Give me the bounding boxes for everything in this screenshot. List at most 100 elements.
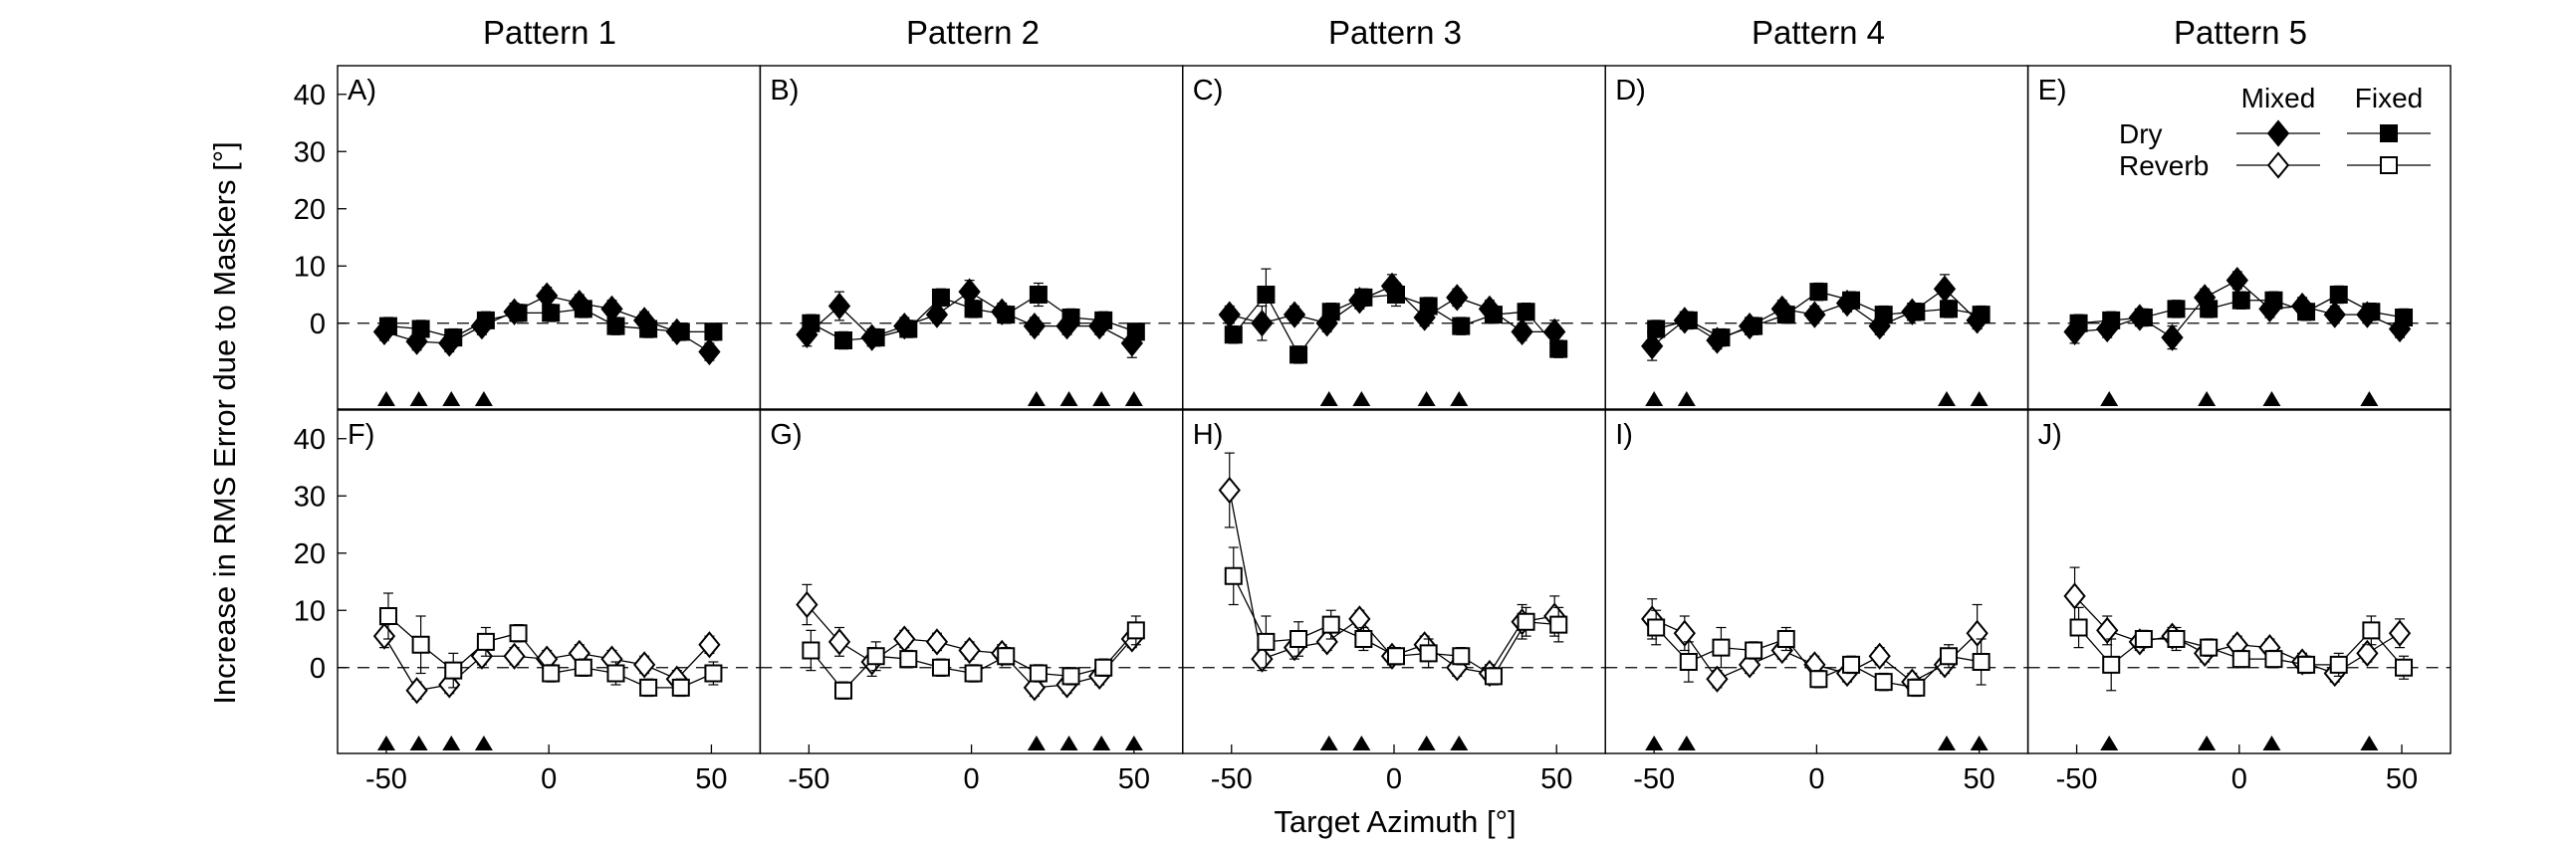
data-point: [1550, 341, 1566, 357]
data-point: [933, 290, 949, 306]
panel-frame: [1183, 66, 1605, 409]
panel-label: B): [770, 75, 799, 106]
data-point: [868, 648, 884, 664]
legend-marker-mixed: [2268, 121, 2288, 145]
masker-triangle: [1678, 736, 1696, 750]
data-point: [1388, 648, 1404, 664]
data-point: [1681, 313, 1697, 328]
data-point: [1388, 287, 1404, 303]
masker-triangle: [1450, 391, 1468, 406]
column-title-3: Pattern 3: [1328, 14, 1462, 51]
data-point: [868, 329, 884, 345]
panel-label: E): [2038, 75, 2067, 106]
masker-triangle: [2100, 391, 2118, 406]
data-point: [966, 301, 982, 317]
legend-marker-fixed: [2381, 125, 2397, 141]
data-point: [1876, 674, 1892, 690]
series-fixed: [380, 301, 721, 346]
x-tick-label: -50: [365, 763, 407, 795]
data-point: [1843, 657, 1859, 673]
data-point: [505, 644, 525, 668]
masker-triangle: [1971, 736, 1989, 750]
data-point: [445, 329, 461, 345]
x-tick-label: -50: [1211, 763, 1253, 795]
data-point: [2103, 657, 2119, 673]
data-point: [1550, 617, 1566, 633]
panel-j: J)-50 0 50: [2028, 410, 2451, 795]
data-point: [1974, 307, 1990, 322]
data-point: [1447, 286, 1467, 310]
data-point: [2331, 287, 2347, 303]
masker-triangle: [1352, 391, 1370, 406]
masker-triangle: [442, 736, 460, 750]
masker-triangle: [1352, 736, 1370, 750]
data-point: [700, 633, 720, 657]
masker-triangle: [410, 736, 428, 750]
masker-triangle: [1125, 736, 1143, 750]
data-point: [2233, 293, 2249, 309]
masker-triangle: [2262, 391, 2280, 406]
series-mixed: [1220, 274, 1564, 343]
column-title-1: Pattern 1: [483, 14, 616, 51]
legend-label-dry: Dry: [2119, 118, 2163, 149]
masker-triangle: [2198, 391, 2216, 406]
data-point: [1220, 479, 1240, 503]
data-point: [2233, 651, 2249, 667]
data-point: [2201, 301, 2217, 317]
masker-triangle: [1645, 736, 1663, 750]
panel-e: E): [2028, 66, 2451, 409]
data-point: [511, 305, 527, 320]
data-point: [998, 307, 1014, 322]
data-point: [673, 680, 689, 696]
data-point: [673, 323, 689, 339]
panel-b: B): [760, 66, 1182, 409]
masker-triangle: [1125, 391, 1143, 406]
masker-triangle: [1418, 391, 1436, 406]
y-tick-label: 30: [294, 481, 326, 513]
data-point: [829, 295, 849, 318]
data-point: [1253, 312, 1273, 335]
panel-frame: [760, 410, 1182, 753]
masker-triangle: [475, 736, 493, 750]
data-point: [607, 666, 623, 682]
data-point: [1226, 568, 1242, 584]
masker-triangle: [1320, 736, 1338, 750]
data-point: [927, 630, 947, 654]
data-point: [2265, 293, 2281, 309]
panel-frame: [760, 66, 1182, 409]
y-axis-label: Increase in RMS Error due to Maskers [°]: [207, 141, 242, 704]
masker-triangle: [1418, 736, 1436, 750]
masker-triangle: [410, 391, 428, 406]
y-tick-label: 20: [294, 538, 326, 570]
data-point: [1941, 301, 1957, 317]
data-point: [1421, 645, 1437, 661]
masker-triangle: [2360, 736, 2378, 750]
data-point: [511, 625, 527, 641]
data-point: [1453, 318, 1469, 334]
data-point: [1128, 622, 1144, 638]
panel-h: H)-50 0 50: [1183, 410, 1605, 795]
panel-frame: [338, 66, 760, 409]
data-point: [380, 318, 396, 334]
panel-label: G): [770, 419, 802, 451]
data-point: [700, 340, 720, 364]
legend: Mixed Fixed Dry Reverb: [2119, 83, 2431, 181]
data-point: [966, 666, 982, 682]
data-point: [1648, 321, 1664, 337]
x-tick-label: 0: [2231, 763, 2247, 795]
panel-label: H): [1193, 419, 1224, 451]
data-point: [576, 301, 591, 317]
data-point: [1258, 634, 1274, 650]
data-point: [380, 608, 396, 624]
series-fixed: [1226, 547, 1566, 685]
data-point: [2363, 622, 2379, 638]
data-point: [1323, 304, 1339, 319]
panel-frame: [1605, 410, 2027, 753]
data-point: [705, 666, 721, 682]
panel-label: C): [1193, 75, 1224, 106]
data-point: [1974, 654, 1990, 670]
data-point: [2103, 313, 2119, 328]
data-point: [2169, 301, 2185, 317]
data-point: [1876, 307, 1892, 322]
